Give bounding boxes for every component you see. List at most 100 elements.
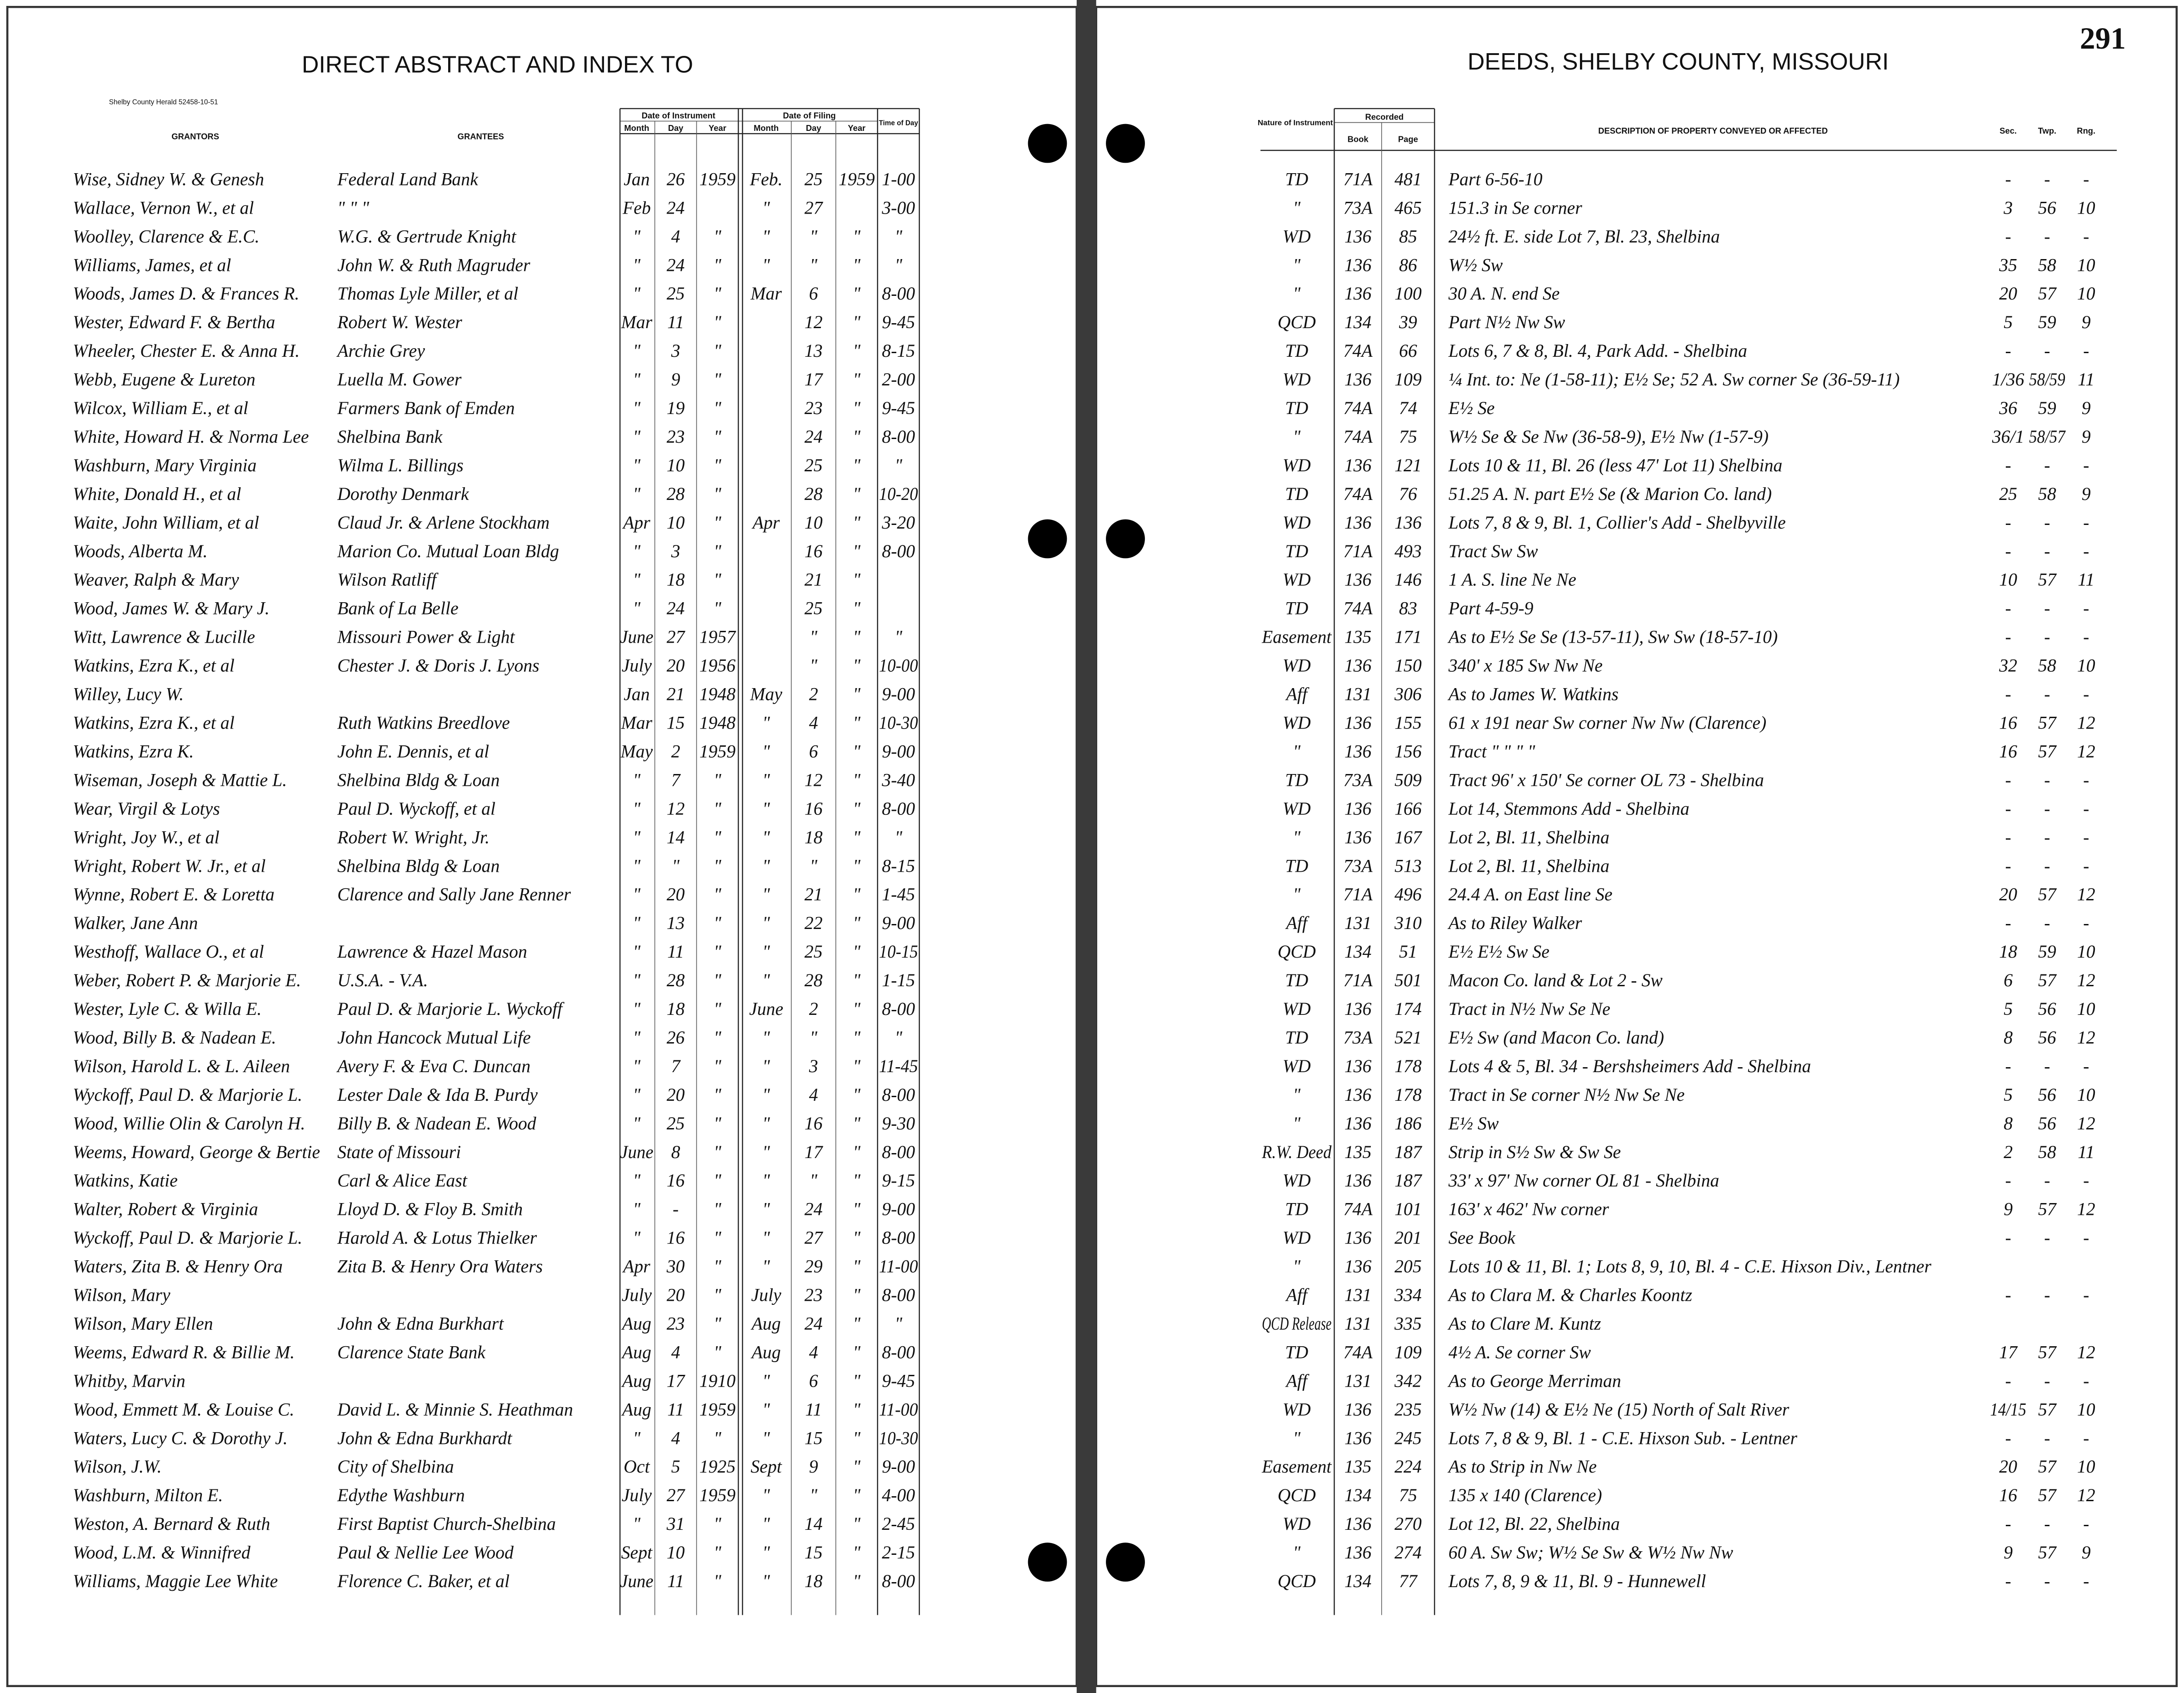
ledger-cell: " (853, 770, 860, 790)
ledger-cell: - (2083, 513, 2089, 533)
ledger-cell: 3 (671, 341, 680, 361)
ledger-cell: Paul D. & Marjorie L. Wyckoff (337, 999, 565, 1019)
ledger-cell: 1948 (700, 713, 736, 733)
ledger-cell: 1959 (700, 1485, 736, 1505)
ledger-cell: 15 (667, 713, 685, 733)
ledger-cell: WD (1283, 713, 1311, 733)
ledger-cell: 2 (809, 684, 818, 704)
ledger-cell: 9 (2082, 312, 2091, 332)
ledger-cell: 33' x 97' Nw corner OL 81 - Shelbina (1448, 1171, 1719, 1191)
ledger-cell: 10 (667, 1543, 685, 1563)
ledger-cell: - (2005, 770, 2011, 790)
ledger-cell: 8-00 (882, 284, 915, 304)
ledger-cell: 135 x 140 (Clarence) (1449, 1485, 1602, 1505)
ledger-cell: 1-45 (882, 884, 915, 904)
ledger-cell: June (620, 1142, 654, 1162)
ledger-cell: Wood, James W. & Mary J. (73, 599, 270, 619)
ledger-cell: Oct (624, 1457, 650, 1477)
ledger-cell: " (714, 513, 721, 533)
ledger-cell: Lots 7, 8 & 9, Bl. 1, Collier's Add - Sh… (1448, 513, 1786, 533)
ledger-cell: " (762, 1428, 770, 1448)
ledger-cell: " (895, 1028, 902, 1048)
ledger-cell: 8-00 (882, 1228, 915, 1248)
ledger-cell: - (2044, 341, 2050, 361)
ledger-cell: 493 (1394, 541, 1422, 561)
ledger-cell: " (762, 884, 770, 904)
ledger-cell: - (673, 1199, 679, 1219)
ledger-cell: - (2005, 913, 2011, 933)
ledger-cell: Part 4-59-9 (1448, 599, 1534, 619)
ledger-cell: 18 (667, 999, 685, 1019)
ledger-cell: " (633, 455, 640, 475)
ledger-cell: Watkins, Ezra K. (73, 741, 194, 761)
ledger-cell: " (762, 1485, 770, 1505)
ledger-cell: 131 (1344, 1285, 1372, 1305)
ledger-cell: " (1293, 1257, 1300, 1277)
ledger-cell: Aug (621, 1371, 651, 1391)
ledger-cell: Whitby, Marvin (73, 1371, 185, 1391)
ledger-cell: 9 (2004, 1199, 2013, 1219)
ledger-cell: 10 (2077, 942, 2095, 962)
ledger-cell: 14/15 (1990, 1399, 2026, 1419)
ledger-cell: 59 (2038, 312, 2056, 332)
ledger-cell: 12 (2077, 970, 2095, 990)
ledger-cell: " (762, 970, 770, 990)
ledger-cell: " (853, 1085, 860, 1105)
ledger-cell: 58/59 (2029, 370, 2065, 390)
ledger-cell: 8-00 (882, 799, 915, 819)
ledger-cell: Wright, Joy W., et al (73, 827, 220, 847)
ledger-cell: " (714, 455, 721, 475)
ledger-cell: Washburn, Mary Virginia (73, 455, 256, 475)
ledger-cell: 25 (667, 284, 685, 304)
ledger-cell: Florence C. Baker, et al (337, 1571, 510, 1591)
ledger-cell: 71A (1344, 970, 1373, 990)
ledger-cell: 10 (2077, 1085, 2095, 1105)
ledger-cell: 1959 (700, 741, 736, 761)
ledger-cell: " (853, 1285, 860, 1305)
ledger-cell: " (714, 284, 721, 304)
ledger-cell: - (2044, 684, 2050, 704)
ledger-cell: - (2044, 513, 2050, 533)
ledger-cell: Wood, L.M. & Winnifred (73, 1543, 250, 1563)
ledger-cell: 12 (805, 312, 823, 332)
ledger-cell: TD (1285, 1199, 1308, 1219)
ledger-cell: 136 (1344, 1399, 1372, 1419)
ledger-cell: " (714, 827, 721, 847)
ledger-cell: - (2005, 1285, 2011, 1305)
ledger-cell: 134 (1344, 1485, 1372, 1505)
ledger-cell: 1-15 (882, 970, 915, 990)
ledger-cell: 27 (667, 627, 686, 647)
ledger-cell: 6 (2004, 970, 2013, 990)
ledger-cell: Wear, Virgil & Lotys (73, 799, 220, 819)
ledger-cell: 57 (2038, 570, 2057, 590)
ledger-cell: 26 (667, 169, 685, 189)
binding-gutter (1076, 0, 1096, 1693)
ledger-cell: - (2083, 1285, 2089, 1305)
ledger-cell: " (633, 1514, 640, 1534)
ledger-cell: 19 (667, 398, 685, 418)
ledger-cell: " (853, 942, 860, 962)
ledger-cell: 20 (1999, 284, 2017, 304)
ledger-cell: 136 (1344, 713, 1372, 733)
ledger-cell: As to George Merriman (1447, 1371, 1621, 1391)
ledger-cell: - (2044, 1056, 2050, 1076)
ledger-cell: " (1293, 284, 1300, 304)
ledger-cell: June (620, 1571, 654, 1591)
ledger-cell: 27 (805, 1228, 824, 1248)
column-header: Nature of Instrument (1258, 119, 1333, 127)
ledger-cell: 5 (2004, 312, 2013, 332)
ledger-cell: " (853, 570, 860, 590)
ledger-cell: - (2005, 341, 2011, 361)
ledger-cell: 9-00 (882, 913, 915, 933)
ledger-cell: 18 (805, 1571, 823, 1591)
ledger-cell: " (853, 398, 860, 418)
column-header: Day (806, 123, 821, 133)
ledger-cell: 109 (1394, 370, 1422, 390)
column-header: Recorded (1365, 112, 1404, 121)
column-header: Date of Filing (783, 110, 836, 120)
ledger-cell: 56 (2038, 999, 2056, 1019)
ledger-cell: " (633, 541, 640, 561)
ledger-cell: July (622, 1285, 652, 1305)
ledger-cell: 57 (2038, 1342, 2057, 1362)
ledger-cell: Tract " " " " (1449, 741, 1535, 761)
